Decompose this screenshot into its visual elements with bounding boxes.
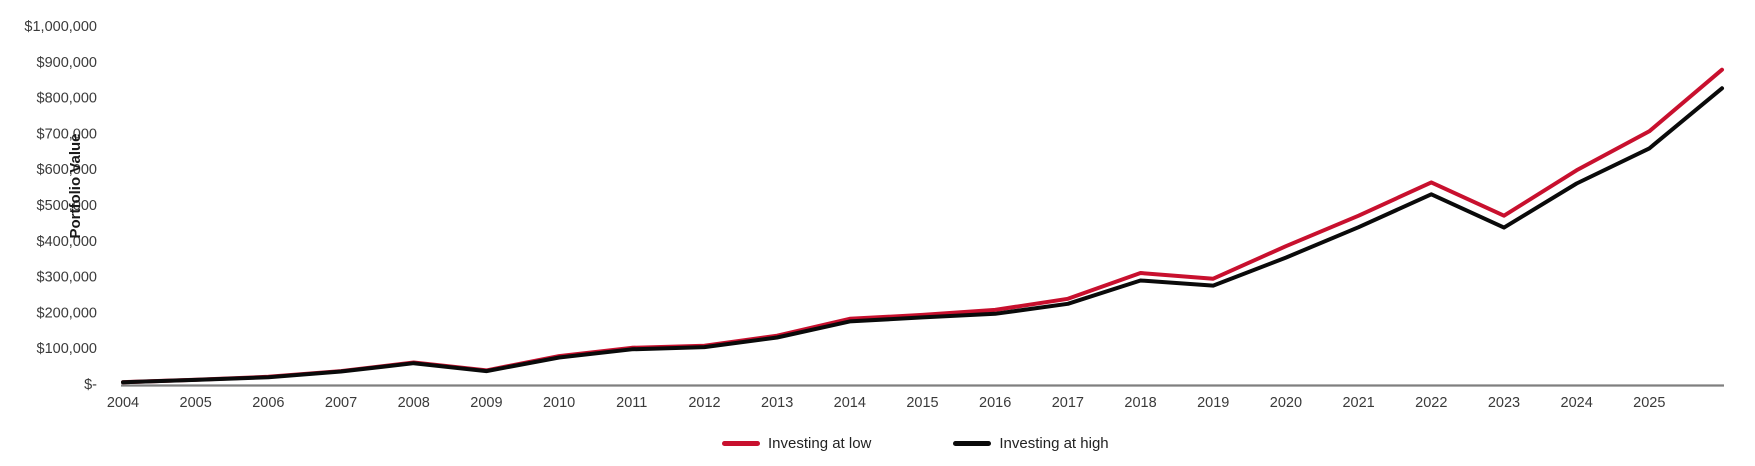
y-axis-label: $300,000 (37, 270, 97, 286)
x-axis-label: 2005 (180, 395, 212, 411)
y-axis-label: $1,000,000 (24, 19, 97, 35)
x-axis-label: 2025 (1633, 395, 1665, 411)
x-axis-label: 2004 (107, 395, 139, 411)
x-axis-label: 2014 (834, 395, 866, 411)
x-axis-label: 2020 (1270, 395, 1302, 411)
x-axis-label: 2024 (1561, 395, 1593, 411)
line-investing-at-low (121, 67, 1724, 385)
line-investing-at-high (121, 86, 1724, 385)
legend-label-high: Investing at high (999, 435, 1109, 452)
y-axis-label: $- (84, 377, 97, 393)
legend-swatch-low (722, 441, 760, 446)
x-axis-label: 2006 (252, 395, 284, 411)
y-axis-label: $200,000 (37, 305, 97, 321)
y-axis-label: $500,000 (37, 198, 97, 214)
x-axis-label: 2015 (906, 395, 938, 411)
y-axis-label: $100,000 (37, 341, 97, 357)
x-axis-label: 2011 (616, 395, 647, 411)
x-axis-label: 2010 (543, 395, 575, 411)
x-axis-label: 2021 (1342, 395, 1374, 411)
x-axis-label: 2013 (761, 395, 793, 411)
x-axis-label: 2023 (1488, 395, 1520, 411)
x-axis-label: 2012 (688, 395, 720, 411)
x-axis-label: 2019 (1197, 395, 1229, 411)
y-axis-label: $600,000 (37, 162, 97, 178)
y-axis-label: $900,000 (37, 55, 97, 71)
x-axis-label: 2008 (398, 395, 430, 411)
legend-item-investing-at-low: Investing at low (722, 436, 871, 451)
x-axis-label: 2007 (325, 395, 357, 411)
x-axis-label: 2018 (1124, 395, 1156, 411)
y-axis-label: $400,000 (37, 234, 97, 250)
x-axis-label: 2016 (979, 395, 1011, 411)
x-axis-label: 2022 (1415, 395, 1447, 411)
y-axis-label: $700,000 (37, 126, 97, 142)
x-axis-label: 2009 (470, 395, 502, 411)
y-axis-title: Portfolio Value (67, 133, 84, 238)
legend-swatch-high (953, 441, 992, 446)
legend: Investing at low Investing at high (722, 436, 1109, 451)
legend-label-low: Investing at low (768, 435, 872, 452)
y-axis-label: $800,000 (37, 91, 97, 107)
legend-item-investing-at-high: Investing at high (953, 435, 1109, 452)
x-axis-label: 2017 (1052, 395, 1084, 411)
